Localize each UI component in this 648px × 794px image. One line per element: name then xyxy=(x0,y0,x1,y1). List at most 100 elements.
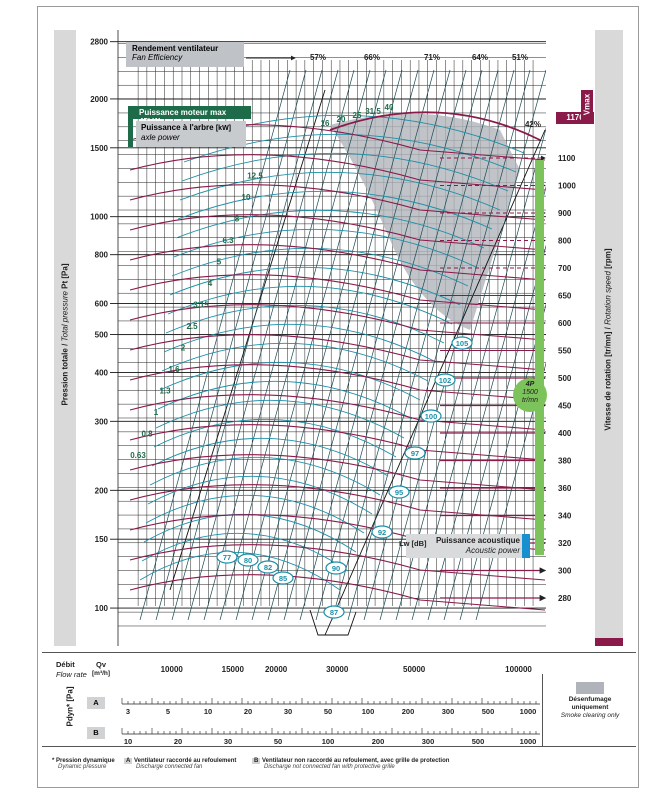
efficiency-curve xyxy=(129,394,546,431)
sound-level-label: 102 xyxy=(439,376,452,385)
flow-tick-label: 30000 xyxy=(326,665,349,674)
scale-a-tick-label: 200 xyxy=(402,707,415,716)
sound-level-label: 92 xyxy=(378,528,386,537)
flow-rate-title: Débit xyxy=(56,660,75,669)
speed-curve xyxy=(175,209,485,249)
pole-badge: 4P 1500 tr/mn xyxy=(513,378,547,412)
scale-a-tick-label: 300 xyxy=(442,707,455,716)
rpm-tick-label: 400 xyxy=(558,429,572,438)
efficiency-curve xyxy=(129,514,546,551)
sound-level-oval xyxy=(404,446,426,460)
scale-a-tick-label: 3 xyxy=(126,707,130,716)
pressure-tick-label: 500 xyxy=(95,331,109,340)
scale-b-tick-label: 200 xyxy=(372,737,385,746)
rpm-tick-label: 700 xyxy=(558,264,572,273)
fan-curves xyxy=(129,69,546,636)
speed-curve xyxy=(139,551,341,591)
axle-power-marker xyxy=(128,106,133,147)
speed-curve xyxy=(157,380,413,420)
power-label: 2.5 xyxy=(186,322,198,331)
speed-curve xyxy=(151,437,389,477)
efficiency-curve xyxy=(129,304,546,341)
scale-a-key: A xyxy=(87,697,105,709)
scale-a-tick-label: 5 xyxy=(166,707,170,716)
flow-rate-subtitle: Flow rate xyxy=(56,670,87,679)
bottom-divider xyxy=(42,746,636,747)
sound-level-label: 87 xyxy=(330,608,338,617)
rpm-range-bar xyxy=(535,160,544,555)
note-scale-b: B Ventilateur non raccordé au refoulemen… xyxy=(252,758,450,770)
sound-level-oval xyxy=(434,373,456,387)
speed-curve xyxy=(179,171,501,211)
note-scale-a: A Ventilateur raccordé au refoulement Dis… xyxy=(124,758,237,770)
efficiency-curve xyxy=(129,334,546,371)
flow-tick-label: 20000 xyxy=(265,665,288,674)
speed-curve xyxy=(145,494,365,534)
fan-efficiency-box: Rendement ventilateur Fan Efficiency xyxy=(126,42,244,67)
pressure-tick-label: 600 xyxy=(95,300,109,309)
rpm-tick-label: 1100 xyxy=(558,154,576,163)
scale-a-tick-label: 50 xyxy=(324,707,332,716)
pressure-tick-label: 300 xyxy=(95,417,109,426)
scale-b-tick-label: 500 xyxy=(472,737,485,746)
rpm-tick-label: 360 xyxy=(558,484,572,493)
efficiency-label: 66% xyxy=(364,53,380,62)
speed-curve xyxy=(141,532,349,572)
rpm-tick-label: 900 xyxy=(558,209,572,218)
power-label: 2 xyxy=(181,344,186,353)
vmax-value: 1176 xyxy=(566,113,584,122)
sound-level-oval xyxy=(272,571,294,585)
motor-power-box: Puissance moteur max 45kW xyxy=(133,106,251,126)
sound-level-label: 80 xyxy=(244,556,252,565)
scale-b-tick-label: 50 xyxy=(274,737,282,746)
axle-power-title: Puissance à l'arbre [kW] xyxy=(141,123,232,132)
rpm-tick-label: 500 xyxy=(558,374,572,383)
scale-b-tick-label: 10 xyxy=(124,737,132,746)
sound-level-label: 105 xyxy=(456,339,469,348)
flow-tick-label: 10000 xyxy=(161,665,184,674)
rpm-tick-label: 1000 xyxy=(558,182,576,191)
pressure-tick-label: 100 xyxy=(95,604,109,613)
system-line xyxy=(155,69,307,621)
sound-level-label: 100 xyxy=(425,412,438,421)
scale-b-tick-label: 100 xyxy=(322,737,335,746)
power-label: 0.63 xyxy=(130,451,146,460)
system-line xyxy=(427,186,546,621)
power-label: 3.15 xyxy=(193,301,209,310)
scale-b-tick-label: 30 xyxy=(224,737,232,746)
smoke-legend-title: Désenfumage uniquement xyxy=(568,696,612,711)
efficiency-curve xyxy=(129,454,546,491)
acoustic-power-box: Lw [dB] Puissance acoustique Acoustic po… xyxy=(399,534,530,558)
power-label: 25 xyxy=(353,111,362,120)
flow-tick-label: 15000 xyxy=(222,665,245,674)
vmax-tab xyxy=(581,90,593,124)
speed-curve xyxy=(171,247,469,287)
power-label: 0.8 xyxy=(141,430,153,439)
acoustic-subtitle: Acoustic power xyxy=(465,546,520,555)
speed-curve xyxy=(169,266,461,306)
system-line xyxy=(203,69,355,621)
scale-a-tick-label: 10 xyxy=(204,707,212,716)
scale-b-key: B xyxy=(87,727,105,739)
efficiency-curve xyxy=(129,154,546,191)
sound-level-oval xyxy=(420,409,442,423)
flow-tick-label: 50000 xyxy=(403,665,426,674)
power-label: 10 xyxy=(242,193,251,202)
efficiency-label: 71% xyxy=(424,53,440,62)
rpm-tick-label: 380 xyxy=(558,457,572,466)
rpm-tick-label: 550 xyxy=(558,347,572,356)
flow-rate-unit: [m³/h] xyxy=(92,670,111,677)
speed-curve xyxy=(147,475,373,515)
acoustic-title: Puissance acoustique xyxy=(435,536,520,545)
sound-level-label: 77 xyxy=(223,553,231,562)
sound-level-oval xyxy=(325,561,347,575)
scale-a-tick-label: 500 xyxy=(482,707,495,716)
efficiency-label: 51% xyxy=(512,53,528,62)
smoke-legend: Désenfumage uniquement Smoke clearing on… xyxy=(542,674,637,746)
efficiency-curve xyxy=(129,184,546,221)
rpm-tick-label: 340 xyxy=(558,512,572,521)
sound-level-label: 97 xyxy=(411,449,419,458)
note-dynamic-pressure: * Pression dynamique Dynamic pressure xyxy=(52,758,115,770)
sound-level-oval xyxy=(388,485,410,499)
